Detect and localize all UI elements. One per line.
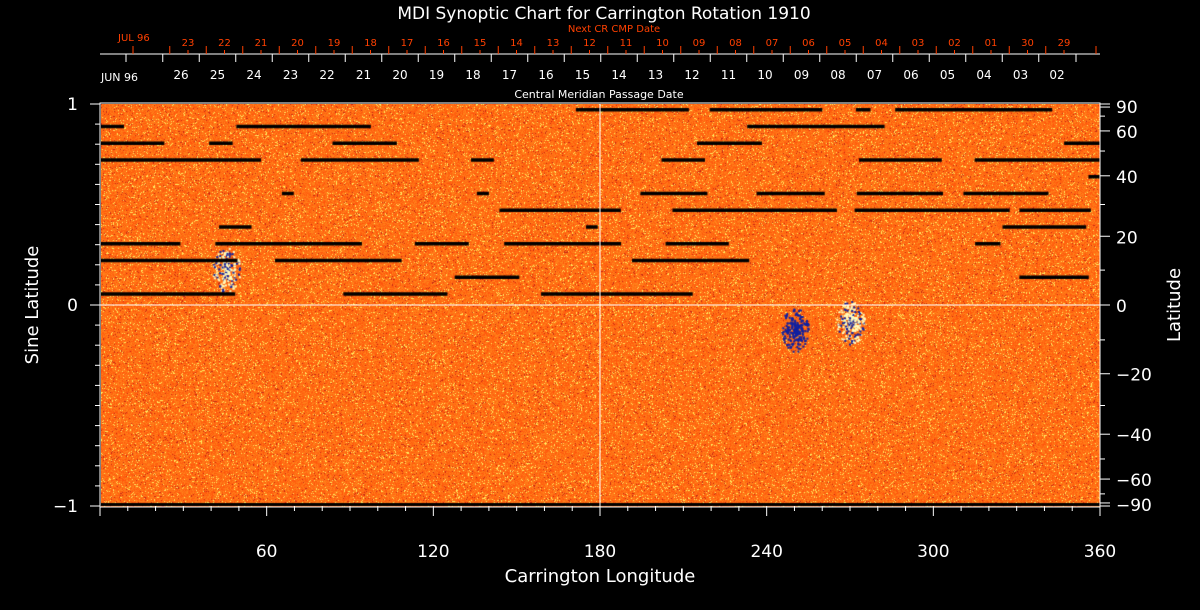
y-axis-right-label: Latitude bbox=[1164, 268, 1185, 342]
x-tick-label: 300 bbox=[917, 542, 949, 562]
next-axis-date: 16 bbox=[437, 38, 450, 49]
x-tick-label: 240 bbox=[750, 542, 782, 562]
next-axis-date: 21 bbox=[255, 38, 268, 49]
next-axis-date: 29 bbox=[1058, 38, 1071, 49]
top-axis-date: 15 bbox=[575, 68, 590, 82]
top-axis-date: 20 bbox=[392, 68, 407, 82]
top-axis-date: 08 bbox=[830, 68, 845, 82]
next-axis-date: 08 bbox=[729, 38, 742, 49]
top-axis-date: 24 bbox=[246, 68, 261, 82]
y-tick-label-right: −60 bbox=[1116, 471, 1152, 491]
top-axis-date: 13 bbox=[648, 68, 663, 82]
x-tick-label: 60 bbox=[256, 542, 278, 562]
y-tick-label-right: 20 bbox=[1116, 228, 1138, 248]
y-tick-label-left: 0 bbox=[67, 296, 78, 316]
next-axis-date: 10 bbox=[656, 38, 669, 49]
top-axis-date: 26 bbox=[173, 68, 188, 82]
top-axis-date: 07 bbox=[867, 68, 882, 82]
y-tick-label-right: 0 bbox=[1116, 297, 1127, 317]
next-axis-date: 09 bbox=[693, 38, 706, 49]
top-axis-date: 10 bbox=[757, 68, 772, 82]
next-axis-date: 11 bbox=[620, 38, 633, 49]
top-axis-date: 09 bbox=[794, 68, 809, 82]
y-tick-label-right: −90 bbox=[1116, 496, 1152, 516]
next-axis-date: 07 bbox=[766, 38, 779, 49]
next-axis-date: 30 bbox=[1021, 38, 1034, 49]
next-axis-date: 18 bbox=[364, 38, 377, 49]
top-axis-date: 23 bbox=[283, 68, 298, 82]
top-month-label: JUN 96 bbox=[100, 71, 138, 84]
next-axis-label: Next CR CMP Date bbox=[568, 24, 660, 35]
next-axis-date: 23 bbox=[182, 38, 195, 49]
y-axis-left-label: Sine Latitude bbox=[22, 246, 43, 365]
top-axis-date: 06 bbox=[903, 68, 918, 82]
x-tick-label: 120 bbox=[417, 542, 449, 562]
next-axis-date: 05 bbox=[839, 38, 852, 49]
top-axis-date: 05 bbox=[940, 68, 955, 82]
top-axis-date: 03 bbox=[1013, 68, 1028, 82]
next-axis-date: 03 bbox=[912, 38, 925, 49]
top-axis-date: 12 bbox=[684, 68, 699, 82]
next-axis-date: 06 bbox=[802, 38, 815, 49]
top-axis-date: 22 bbox=[319, 68, 334, 82]
y-tick-label-left: −1 bbox=[53, 497, 78, 517]
x-tick-label: 180 bbox=[584, 542, 616, 562]
top-axis-date: 11 bbox=[721, 68, 736, 82]
top-axis-label: Central Meridian Passage Date bbox=[514, 88, 683, 101]
y-tick-label-right: 60 bbox=[1116, 123, 1138, 143]
top-axis-date: 21 bbox=[356, 68, 371, 82]
next-axis-date: 04 bbox=[875, 38, 888, 49]
top-axis-date: 19 bbox=[429, 68, 444, 82]
next-axis-date: 15 bbox=[474, 38, 487, 49]
next-axis-date: 01 bbox=[985, 38, 998, 49]
top-axis-date: 04 bbox=[976, 68, 991, 82]
next-axis-date: 19 bbox=[328, 38, 341, 49]
top-axis-date: 17 bbox=[502, 68, 517, 82]
top-axis-date: 16 bbox=[538, 68, 553, 82]
next-axis-date: 02 bbox=[948, 38, 961, 49]
next-axis-date: 13 bbox=[547, 38, 560, 49]
next-axis-date: 14 bbox=[510, 38, 523, 49]
next-month-label: JUL 96 bbox=[117, 33, 150, 44]
y-tick-label-left: 1 bbox=[67, 95, 78, 115]
next-axis-date: 17 bbox=[401, 38, 414, 49]
top-axis-date: 25 bbox=[210, 68, 225, 82]
y-tick-label-right: −40 bbox=[1116, 426, 1152, 446]
top-axis-date: 02 bbox=[1049, 68, 1064, 82]
next-axis-date: 22 bbox=[218, 38, 231, 49]
next-axis-date: 20 bbox=[291, 38, 304, 49]
x-tick-label: 360 bbox=[1084, 542, 1116, 562]
chart-title: MDI Synoptic Chart for Carrington Rotati… bbox=[397, 4, 810, 24]
top-axis-date: 14 bbox=[611, 68, 626, 82]
x-axis-label: Carrington Longitude bbox=[505, 566, 696, 587]
y-tick-label-right: −20 bbox=[1116, 366, 1152, 386]
top-axis-date: 18 bbox=[465, 68, 480, 82]
next-axis-date: 12 bbox=[583, 38, 596, 49]
y-tick-label-right: 40 bbox=[1116, 168, 1138, 188]
y-tick-label-right: 90 bbox=[1116, 98, 1138, 118]
